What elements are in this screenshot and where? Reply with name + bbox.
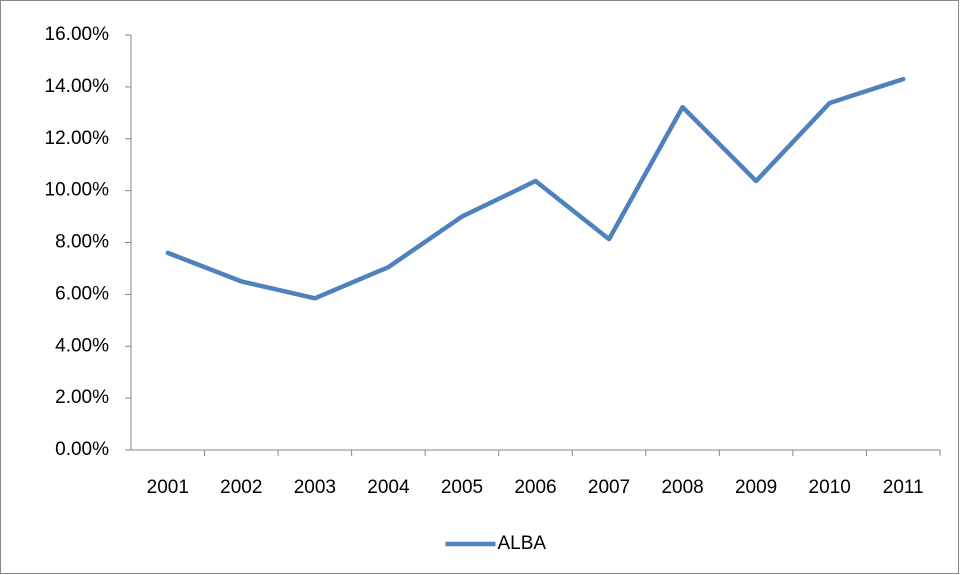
- y-tick-label: 16.00%: [45, 24, 110, 45]
- y-tick-label: 4.00%: [55, 335, 109, 356]
- data-line: [165, 76, 906, 301]
- y-tick-label: 6.00%: [55, 283, 109, 304]
- x-tick-label: 2007: [588, 477, 630, 498]
- x-tick-label: 2008: [661, 477, 703, 498]
- y-tick-label: 10.00%: [45, 180, 110, 201]
- y-tick-label: 8.00%: [55, 232, 109, 253]
- x-tick-label: 2011: [883, 477, 924, 498]
- x-tick-label: 2002: [220, 477, 262, 498]
- x-tick-label: 2004: [367, 477, 410, 498]
- y-tick-label: 2.00%: [55, 387, 109, 408]
- x-tick-label: 2010: [809, 477, 851, 498]
- x-tick-label: 2009: [735, 477, 777, 498]
- x-tick-label: 2003: [294, 477, 336, 498]
- x-tick-label: 2005: [441, 477, 483, 498]
- x-tick-label: 2006: [514, 477, 556, 498]
- legend-label: ALBA: [498, 533, 547, 554]
- y-tick-label: 12.00%: [45, 128, 110, 149]
- y-tick-label: 0.00%: [55, 439, 109, 460]
- x-tick-label: 2001: [147, 477, 189, 498]
- y-tick-label: 14.00%: [45, 76, 110, 97]
